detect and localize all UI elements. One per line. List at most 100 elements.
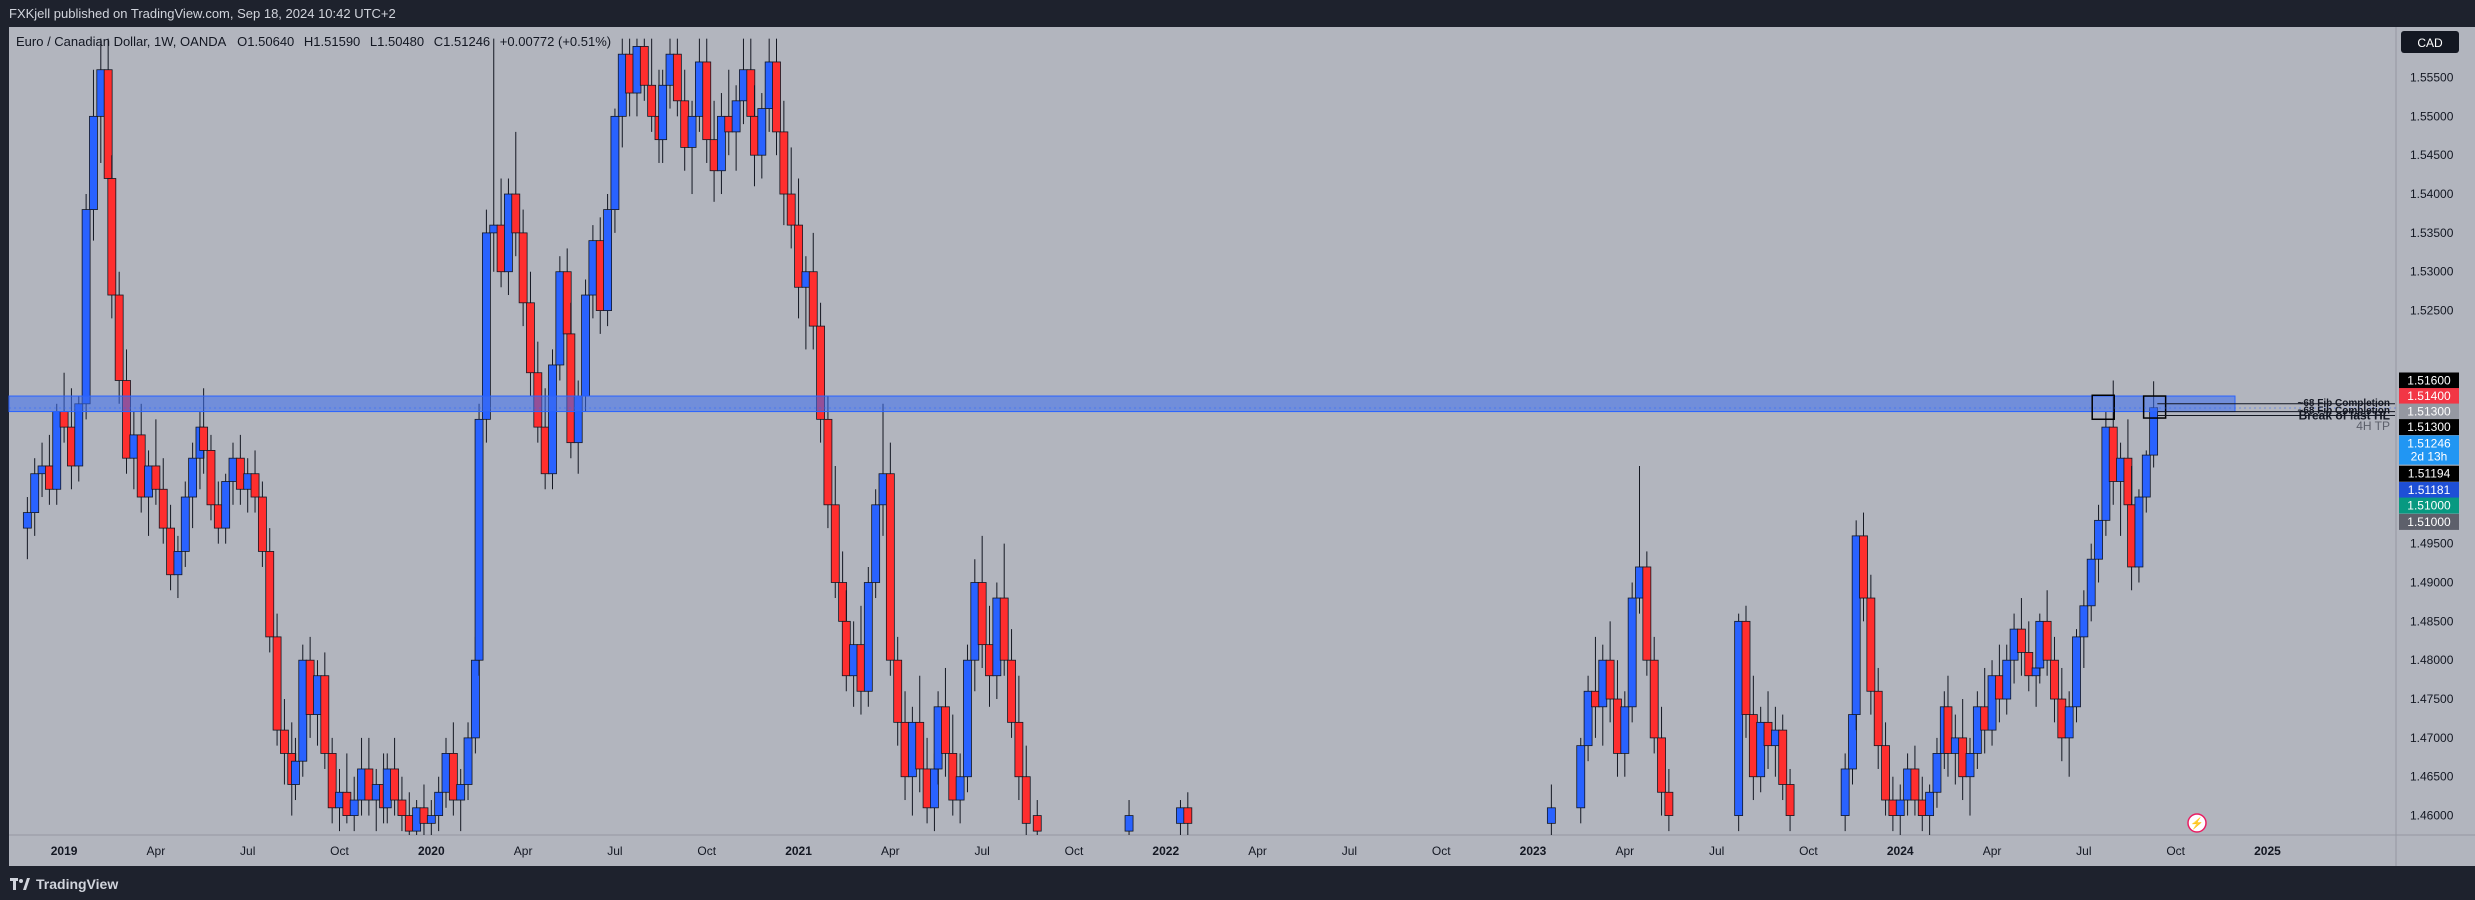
candle-body [2141,454,2151,498]
time-tick-label: 2020 [418,844,445,858]
candle-body [1124,815,1134,832]
candle-body [948,753,958,801]
candle-body [617,53,627,117]
candle-body [1873,690,1883,747]
candle-body [739,69,748,102]
candle-body [588,240,598,296]
price-label-badge [2399,465,2459,482]
candle-body [448,753,458,801]
candle-body [213,504,223,529]
currency-badge-bg[interactable] [2401,31,2459,53]
currency-badge[interactable]: CAD [2417,36,2443,50]
tradingview-logo[interactable]: TradingView [10,876,118,892]
candle-body [907,721,917,778]
candle-body [426,815,436,824]
candle-body [1734,620,1744,816]
candle-body [1881,745,1890,801]
candle-body [2079,605,2089,638]
candle-body [228,457,238,482]
candle-body [1176,807,1185,824]
price-label-text: 1.51300 [2407,405,2451,419]
time-tick-label: Apr [514,844,533,858]
candle-body [2123,457,2133,506]
candle-body [632,46,642,94]
candle-body [1785,784,1795,816]
candle-body [272,636,282,731]
candle-body [863,582,873,692]
candle-body [595,240,605,311]
time-tick-label: Jul [1709,844,1724,858]
time-tick-label: Apr [1983,844,2002,858]
time-tick-label: Jul [2076,844,2091,858]
candle-body [74,403,84,467]
candle-body [900,721,910,778]
time-tick-label: 2024 [1887,844,1914,858]
candle-body [830,504,840,583]
candle-body [625,53,635,94]
time-tick-label: Apr [1248,844,1267,858]
candle-body [496,224,506,273]
candle-body [2002,659,2012,700]
candle-body [1859,535,1868,599]
candle-body [1943,706,1953,754]
candle-body [412,807,422,832]
candle-body [107,178,117,296]
candle-body [257,496,267,552]
candle-body [639,46,649,86]
candle-body [885,473,895,661]
candle-body [1851,535,1861,715]
resistance-zone[interactable] [8,395,2236,413]
top-bar: FXKjell published on TradingView.com, Se… [0,0,2475,27]
candle-body [371,784,381,801]
candle-body [37,465,47,475]
candle-body [180,496,190,552]
annotation-label: Break of last HL [2299,408,2390,422]
candle-body [2134,496,2144,568]
candle-body [1642,566,1652,661]
candle-body [357,768,366,801]
candle-body [757,108,767,156]
candle-body [2094,519,2103,560]
candle-body [838,582,848,622]
candle-body [2072,636,2081,708]
price-label-text: 1.51400 [2407,389,2451,403]
price-tick-label: 1.53500 [2410,226,2454,240]
candle-body [849,644,859,677]
candle-body [2042,620,2052,661]
time-axis-ticks: 2019 Apr Jul Oct 2020 Apr Jul Oct 2021 Apr Jul Oct 2… [51,844,2281,858]
candle-body [173,551,183,576]
candle-body [1649,659,1659,739]
high-marker-box[interactable] [2091,394,2115,421]
candle-body [794,224,803,288]
candle-body [2057,698,2067,739]
candle-body [2086,558,2096,607]
price-tick-label: 1.54500 [2410,148,2454,162]
price-label-text: 1.51181 [2408,483,2451,497]
time-tick-label: Jul [607,844,622,858]
candle-body [1664,791,1674,816]
candle-body [280,729,289,754]
time-tick-label: Oct [1799,844,1818,858]
candle-body [1903,768,1912,801]
candle-body [2101,426,2111,521]
price-tick-label: 1.54000 [2410,187,2454,201]
flash-icon[interactable] [2187,813,2207,833]
price-label-text: 1.51600 [2407,374,2451,388]
candle-body [970,582,980,661]
chart-canvas[interactable]: 2019 Apr Jul Oct 2020 Apr Jul Oct 2021 Apr Jul Oct 2… [0,0,2475,866]
candle-body [731,100,741,133]
candle-body [474,418,484,661]
candle-body [750,115,759,156]
price-label-badge [2399,513,2459,530]
candle-body [672,53,682,102]
candle-body [2035,620,2045,669]
time-tick-label: 2019 [51,844,78,858]
candle-body [1840,768,1850,816]
candle-body [1965,753,1975,778]
candle-body [320,675,330,754]
symbol-legend[interactable]: Euro / Canadian Dollar, 1W, OANDA O1.506… [16,34,611,49]
time-tick-label: Oct [330,844,349,858]
current-marker-box[interactable] [2142,395,2167,419]
candle-body [250,473,260,498]
candle-body [298,659,308,762]
